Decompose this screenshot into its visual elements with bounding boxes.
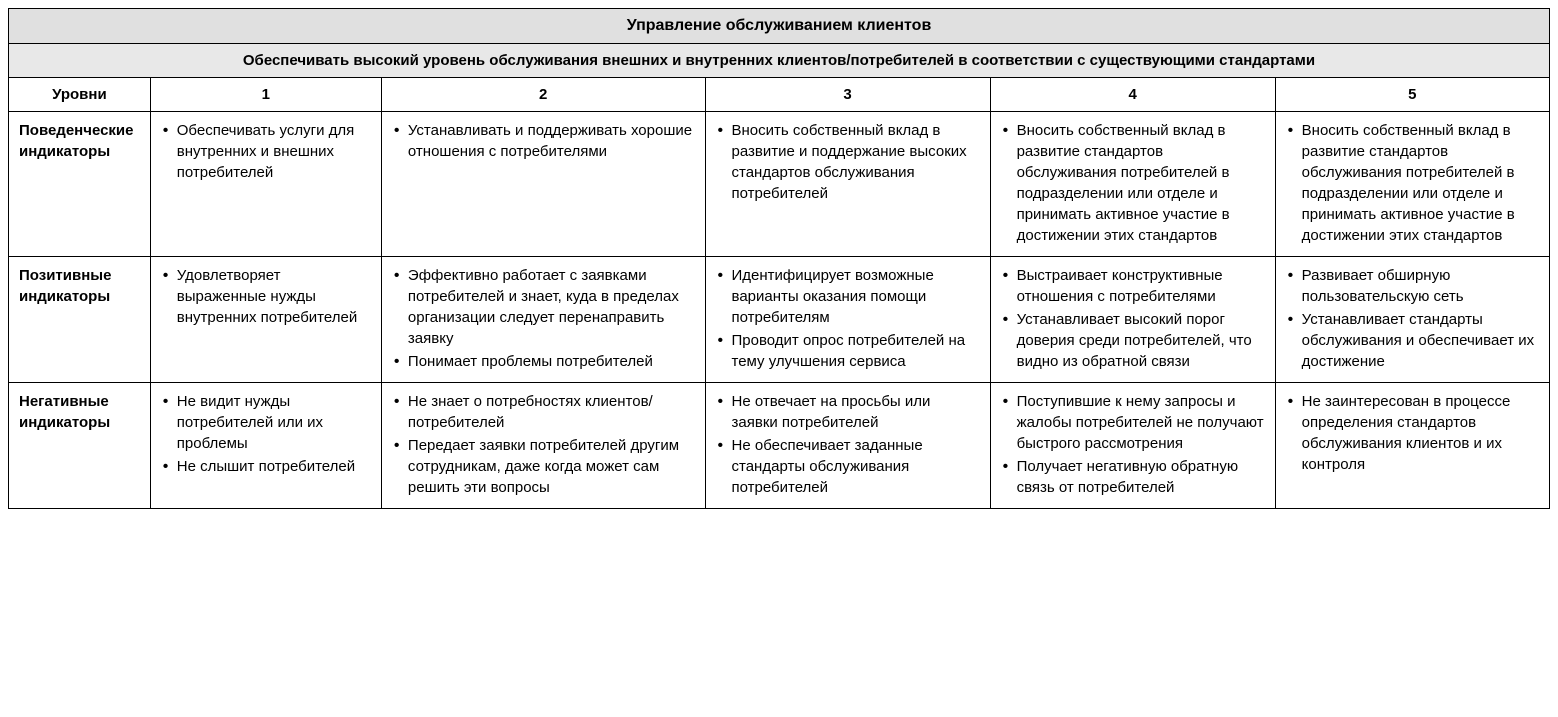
list-item: Не отвечает на просьбы или заявки потреб…	[716, 391, 980, 433]
table-subtitle: Обеспечивать высокий уровень обслуживани…	[9, 44, 1550, 78]
table-cell: Не видит нужды потребителей или их пробл…	[150, 383, 381, 509]
table-cell: Идентифицирует возможные варианты оказан…	[705, 257, 990, 383]
column-header-row: Уровни 1 2 3 4 5	[9, 78, 1550, 112]
table-cell: Обеспечивать услуги для внутренних и вне…	[150, 112, 381, 257]
col-header-1: 1	[150, 78, 381, 112]
list-item: Понимает проблемы потребителей	[392, 351, 695, 372]
list-item: Вносить собственный вклад в развитие ста…	[1286, 120, 1539, 246]
bullet-list: Развивает обширную пользовательскую сеть…	[1286, 265, 1539, 372]
list-item: Вносить собственный вклад в развитие и п…	[716, 120, 980, 204]
list-item: Удовлетворяет выраженные нужды внутренни…	[161, 265, 371, 328]
bullet-list: Выстраивает конструктивные отношения с п…	[1001, 265, 1265, 372]
list-item: Устанавливает стандарты обслуживания и о…	[1286, 309, 1539, 372]
list-item: Проводит опрос потребителей на тему улуч…	[716, 330, 980, 372]
table-cell: Не заинтересован в процессе определения …	[1275, 383, 1549, 509]
table-cell: Не знает о потребностях клиентов/потреби…	[381, 383, 705, 509]
row-header: Поведенческие индикаторы	[9, 112, 151, 257]
bullet-list: Не знает о потребностях клиентов/потреби…	[392, 391, 695, 498]
bullet-list: Устанавливать и поддерживать хорошие отн…	[392, 120, 695, 162]
bullet-list: Удовлетворяет выраженные нужды внутренни…	[161, 265, 371, 328]
table-cell: Не отвечает на просьбы или заявки потреб…	[705, 383, 990, 509]
table-cell: Выстраивает конструктивные отношения с п…	[990, 257, 1275, 383]
table-cell: Вносить собственный вклад в развитие ста…	[1275, 112, 1549, 257]
list-item: Не видит нужды потребителей или их пробл…	[161, 391, 371, 454]
col-header-levels: Уровни	[9, 78, 151, 112]
list-item: Не обеспечивает заданные стандарты обслу…	[716, 435, 980, 498]
table-title: Управление обслуживанием клиентов	[9, 9, 1550, 44]
table-row: Негативные индикаторыНе видит нужды потр…	[9, 383, 1550, 509]
list-item: Устанавливает высокий порог доверия сред…	[1001, 309, 1265, 372]
table-row: Позитивные индикаторыУдовлетворяет выраж…	[9, 257, 1550, 383]
list-item: Эффективно работает с заявками потребите…	[392, 265, 695, 349]
list-item: Не заинтересован в процессе определения …	[1286, 391, 1539, 475]
list-item: Передает заявки потребителей другим сотр…	[392, 435, 695, 498]
list-item: Получает негативную обратную связь от по…	[1001, 456, 1265, 498]
bullet-list: Не видит нужды потребителей или их пробл…	[161, 391, 371, 477]
list-item: Обеспечивать услуги для внутренних и вне…	[161, 120, 371, 183]
col-header-2: 2	[381, 78, 705, 112]
row-header: Негативные индикаторы	[9, 383, 151, 509]
table-cell: Поступившие к нему запросы и жалобы потр…	[990, 383, 1275, 509]
bullet-list: Вносить собственный вклад в развитие ста…	[1286, 120, 1539, 246]
bullet-list: Поступившие к нему запросы и жалобы потр…	[1001, 391, 1265, 498]
list-item: Поступившие к нему запросы и жалобы потр…	[1001, 391, 1265, 454]
bullet-list: Обеспечивать услуги для внутренних и вне…	[161, 120, 371, 183]
table-cell: Развивает обширную пользовательскую сеть…	[1275, 257, 1549, 383]
list-item: Не слышит потребителей	[161, 456, 371, 477]
list-item: Вносить собственный вклад в развитие ста…	[1001, 120, 1265, 246]
list-item: Не знает о потребностях клиентов/потреби…	[392, 391, 695, 433]
table-body: Поведенческие индикаторыОбеспечивать усл…	[9, 112, 1550, 509]
list-item: Развивает обширную пользовательскую сеть	[1286, 265, 1539, 307]
table-cell: Вносить собственный вклад в развитие ста…	[990, 112, 1275, 257]
col-header-5: 5	[1275, 78, 1549, 112]
table-cell: Эффективно работает с заявками потребите…	[381, 257, 705, 383]
list-item: Идентифицирует возможные варианты оказан…	[716, 265, 980, 328]
bullet-list: Не отвечает на просьбы или заявки потреб…	[716, 391, 980, 498]
col-header-4: 4	[990, 78, 1275, 112]
bullet-list: Эффективно работает с заявками потребите…	[392, 265, 695, 372]
col-header-3: 3	[705, 78, 990, 112]
row-header: Позитивные индикаторы	[9, 257, 151, 383]
bullet-list: Не заинтересован в процессе определения …	[1286, 391, 1539, 475]
table-row: Поведенческие индикаторыОбеспечивать усл…	[9, 112, 1550, 257]
competency-table: Управление обслуживанием клиентов Обеспе…	[8, 8, 1550, 509]
table-cell: Устанавливать и поддерживать хорошие отн…	[381, 112, 705, 257]
bullet-list: Вносить собственный вклад в развитие ста…	[1001, 120, 1265, 246]
list-item: Выстраивает конструктивные отношения с п…	[1001, 265, 1265, 307]
bullet-list: Вносить собственный вклад в развитие и п…	[716, 120, 980, 204]
bullet-list: Идентифицирует возможные варианты оказан…	[716, 265, 980, 372]
list-item: Устанавливать и поддерживать хорошие отн…	[392, 120, 695, 162]
table-cell: Вносить собственный вклад в развитие и п…	[705, 112, 990, 257]
table-cell: Удовлетворяет выраженные нужды внутренни…	[150, 257, 381, 383]
